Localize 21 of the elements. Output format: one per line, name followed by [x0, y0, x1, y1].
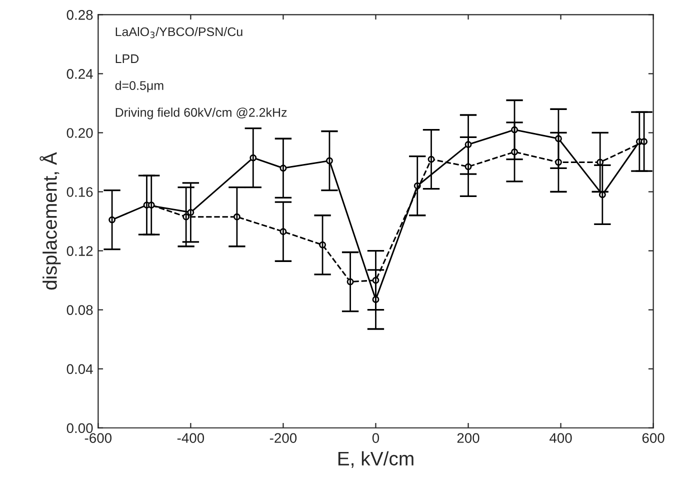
annotation: d=0.5μm — [115, 80, 164, 92]
y-tick-label: 0.20 — [66, 128, 93, 138]
x-tick-label: 0 — [372, 433, 380, 443]
y-axis-title: displacement, Å — [40, 152, 61, 290]
y-tick-label: 0.12 — [66, 246, 93, 256]
y-tick-label: 0.08 — [66, 305, 93, 315]
y-tick-label: 0.28 — [66, 10, 93, 20]
y-tick-label: 0.24 — [66, 69, 93, 79]
x-axis-title: E, kV/cm — [338, 451, 414, 468]
x-tick-label: 600 — [642, 433, 664, 443]
y-tick-label: 0.04 — [66, 364, 93, 374]
x-tick-label: 200 — [457, 433, 480, 443]
y-tick-label: 0.16 — [66, 187, 93, 197]
y-tick-label: 0.00 — [66, 423, 93, 434]
x-tick-label: -200 — [270, 433, 297, 443]
annotation: LaAlO$_{3}$/YBCO/PSN/Cu — [116, 27, 242, 38]
annotation: Driving field 60kV/cm @2.2kHz — [116, 108, 287, 120]
x-tick-label: 400 — [550, 433, 572, 443]
annotation: LPD — [116, 54, 139, 63]
x-tick-label: -400 — [177, 433, 204, 443]
x-tick-label: -600 — [84, 433, 112, 443]
